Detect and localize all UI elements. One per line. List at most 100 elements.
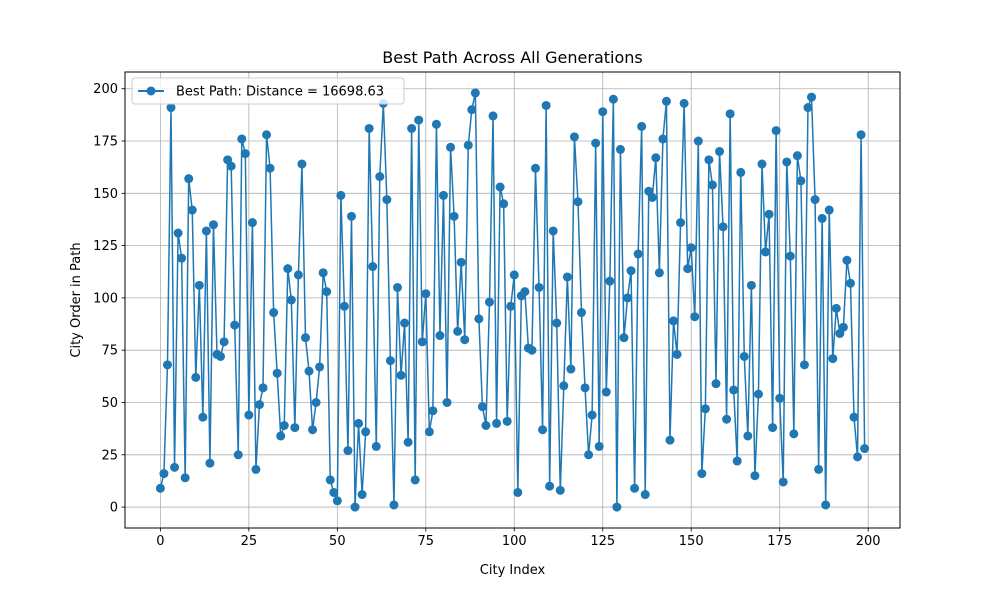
data-point (817, 213, 827, 223)
data-point (276, 431, 286, 441)
data-point (354, 418, 364, 428)
data-point (651, 153, 661, 163)
data-point (400, 318, 410, 328)
y-tick-label: 100 (93, 291, 118, 306)
x-axis-label: City Index (480, 563, 546, 578)
data-point (297, 159, 307, 169)
data-point (438, 190, 448, 200)
data-point (598, 107, 608, 117)
data-point (474, 314, 484, 324)
data-point (594, 441, 604, 451)
data-point (198, 412, 208, 422)
data-point (237, 134, 247, 144)
data-point (417, 337, 427, 347)
data-point (612, 502, 622, 512)
data-point (492, 418, 502, 428)
data-point (191, 372, 201, 382)
data-point (460, 335, 470, 345)
y-tick-label: 25 (101, 448, 118, 463)
data-point (569, 132, 579, 142)
data-point (470, 88, 480, 98)
data-point (637, 121, 647, 131)
data-point (251, 464, 261, 474)
data-point (849, 412, 859, 422)
data-point (442, 398, 452, 407)
x-tick-label: 25 (241, 534, 258, 549)
data-point (240, 149, 250, 159)
data-point (173, 228, 183, 238)
data-point (339, 301, 349, 311)
data-point (573, 197, 583, 207)
data-point (541, 100, 551, 110)
data-point (293, 270, 303, 280)
data-point (686, 243, 696, 253)
data-point (584, 450, 594, 460)
data-point (170, 462, 180, 472)
data-point (768, 423, 778, 433)
data-point (449, 211, 459, 221)
data-point (807, 92, 817, 102)
data-point (283, 264, 293, 274)
data-point (711, 379, 721, 389)
data-point (453, 326, 463, 336)
data-point (428, 406, 438, 416)
data-point (456, 257, 466, 267)
data-point (623, 293, 633, 303)
data-point (796, 176, 806, 186)
data-point (159, 469, 169, 479)
data-point (782, 157, 792, 167)
data-point (672, 349, 682, 359)
data-point (308, 425, 318, 435)
data-point (669, 316, 679, 326)
y-tick-label: 50 (101, 396, 118, 411)
data-point (407, 123, 417, 133)
data-point (269, 308, 279, 318)
data-point (605, 276, 615, 286)
legend-label: Best Path: Distance = 16698.63 (176, 85, 384, 100)
data-point (385, 356, 395, 366)
data-point (527, 345, 537, 355)
x-tick-label: 50 (329, 534, 346, 549)
data-point (743, 431, 753, 441)
data-point (722, 414, 732, 424)
y-tick-label: 200 (93, 82, 118, 97)
data-point (661, 96, 671, 106)
data-point (676, 218, 686, 228)
data-point (162, 360, 172, 370)
data-point (262, 130, 272, 140)
data-point (300, 333, 310, 343)
data-point (350, 502, 360, 512)
data-point (304, 366, 314, 376)
data-point (208, 220, 218, 230)
data-point (265, 163, 275, 173)
y-tick-label: 125 (93, 239, 118, 254)
data-point (403, 437, 413, 447)
y-tick-label: 150 (93, 187, 118, 202)
grid (125, 72, 900, 528)
x-tick-label: 150 (679, 534, 704, 549)
data-point (531, 163, 540, 173)
data-point (166, 103, 176, 113)
plot-frame (124, 71, 901, 529)
data-point (555, 485, 565, 495)
data-point (860, 444, 870, 454)
data-point (608, 94, 618, 104)
data-point (580, 383, 590, 393)
data-point (506, 301, 516, 311)
data-point (254, 400, 264, 410)
data-point (746, 280, 756, 290)
data-point (838, 322, 848, 332)
data-point (357, 490, 367, 500)
data-point (177, 253, 187, 263)
data-point (665, 435, 675, 445)
data-point (520, 287, 530, 297)
data-point (343, 446, 353, 456)
data-point (750, 471, 760, 481)
data-point (392, 282, 402, 292)
data-point (739, 351, 749, 361)
data-point (792, 151, 802, 161)
data-point (577, 308, 587, 318)
data-point (247, 218, 257, 228)
data-point (488, 111, 498, 121)
